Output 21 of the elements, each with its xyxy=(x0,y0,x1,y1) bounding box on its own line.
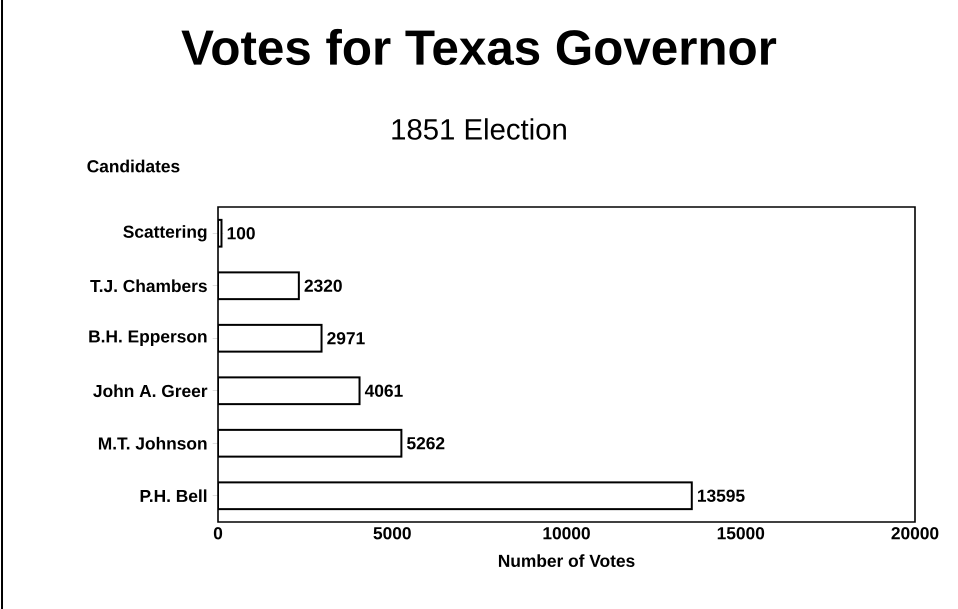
y-tick-label: M.T. Johnson xyxy=(98,436,206,450)
data-label: 4061 xyxy=(364,384,403,397)
y-tick-label: John A. Greer xyxy=(93,384,208,398)
chart-subtitle: 1851 Election xyxy=(392,118,566,140)
y-tick-label: B.H. Epperson xyxy=(89,330,206,346)
data-label: 2971 xyxy=(327,332,365,344)
data-label: 100 xyxy=(228,227,255,240)
data-label: 5262 xyxy=(407,437,444,450)
x-tick-label: 20000 xyxy=(892,527,938,540)
chart-title: Votes for Texas Governor xyxy=(181,28,776,66)
x-tick-label: 15000 xyxy=(718,527,764,540)
y-tick-label: P.H. Bell xyxy=(140,489,206,502)
x-tick-label: 5000 xyxy=(374,527,411,540)
x-tick-label: 10000 xyxy=(543,527,590,540)
x-tick-label: 0 xyxy=(214,527,222,540)
data-label: 2320 xyxy=(304,280,342,292)
y-tick-label: Scattering xyxy=(123,225,206,242)
y-axis-title: Candidates xyxy=(87,160,180,172)
data-label: 13595 xyxy=(698,490,745,502)
x-axis-title: Number of Votes xyxy=(498,554,634,567)
y-tick-label: T.J. Chambers xyxy=(90,279,207,292)
